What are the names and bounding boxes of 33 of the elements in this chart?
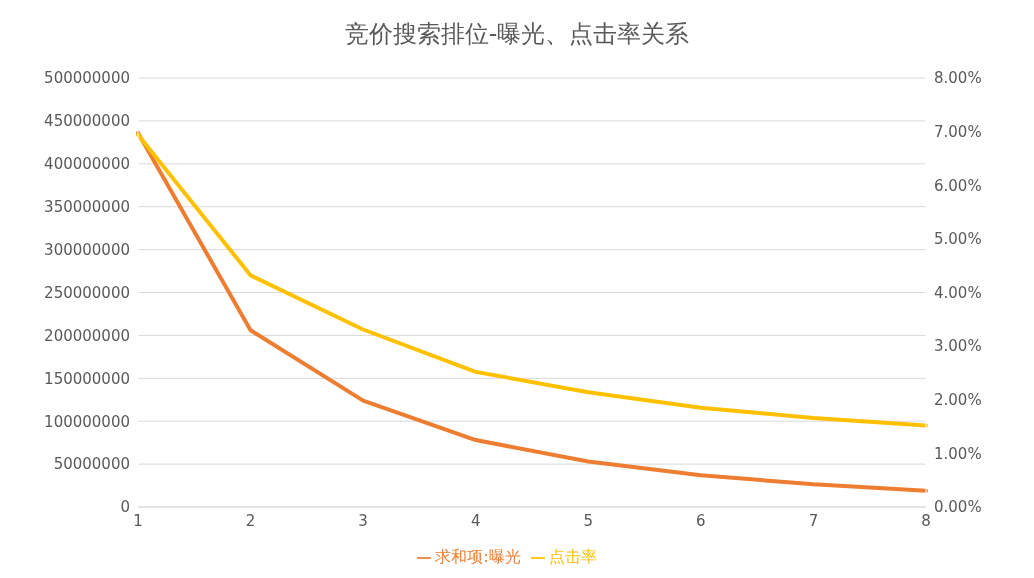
x-tick-label: 2	[245, 511, 256, 530]
y2-tick-label: 8.00%	[934, 69, 982, 88]
line-series	[136, 130, 928, 493]
y-tick-label: 500000000	[44, 69, 130, 88]
y2-tick-label: 2.00%	[934, 391, 982, 410]
x-tick-label: 3	[358, 511, 368, 530]
y-tick-label: 0	[120, 498, 130, 517]
y-tick-label: 450000000	[44, 112, 130, 131]
y-tick-label: 50000000	[53, 455, 130, 474]
x-tick-label: 5	[583, 511, 594, 530]
y-tick-label: 250000000	[44, 283, 130, 302]
y-tick-label: 300000000	[44, 240, 130, 259]
y-tick-label: 150000000	[44, 369, 130, 388]
x-tick-label: 8	[921, 511, 931, 530]
x-tick-label: 1	[133, 511, 143, 530]
legend-label: 求和项:曝光	[435, 547, 521, 566]
line-series	[136, 132, 928, 428]
x-tick-label: 6	[696, 511, 706, 530]
y-tick-label: 100000000	[44, 412, 130, 431]
y2-tick-label: 5.00%	[934, 230, 982, 249]
y-tick-label: 200000000	[44, 326, 130, 345]
y2-tick-label: 6.00%	[934, 176, 982, 195]
x-tick-label: 4	[470, 511, 481, 530]
y-tick-label: 400000000	[44, 155, 130, 174]
y2-tick-label: 3.00%	[934, 337, 982, 356]
y-tick-label: 350000000	[44, 198, 130, 217]
y2-tick-label: 4.00%	[934, 283, 982, 302]
y2-tick-label: 7.00%	[934, 122, 982, 141]
legend-label: 点击率	[548, 547, 597, 566]
y2-tick-label: 0.00%	[934, 498, 982, 517]
x-tick-label: 7	[808, 511, 819, 530]
chart-title: 竞价搜索排位-曝光、点击率关系	[343, 19, 691, 50]
y2-tick-label: 1.00%	[934, 444, 982, 463]
